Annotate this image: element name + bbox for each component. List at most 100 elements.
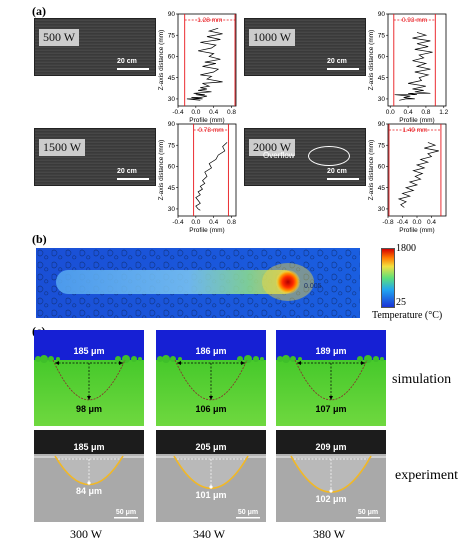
scale-label: 20 cm <box>117 168 137 175</box>
simulated-depth-label: 106 μm <box>195 404 226 414</box>
x-tick-label: 0.4 <box>209 109 218 116</box>
profile-line <box>186 27 223 101</box>
scale-label: 50 μm <box>358 509 378 516</box>
y-tick-label: 30 <box>168 206 176 213</box>
sample-photo-2000w: 2000 W Overflow 20 cm <box>244 128 366 186</box>
x-tick-label: 0.0 <box>191 219 200 226</box>
powder-particle <box>131 356 137 362</box>
arrow-head <box>87 396 91 400</box>
plot-frame <box>177 13 237 107</box>
power-label-2000w: 2000 W <box>249 139 296 156</box>
scale-bar <box>356 517 380 519</box>
x-tick-label: 0.8 <box>421 109 430 116</box>
scale-bar <box>117 178 149 180</box>
colorbar-min-label: 25 <box>396 297 406 308</box>
profile-chart-1500w: -0.4 0.0 0.4 0.8 30 45 60 75 90 Profile (mm) Z-axi… <box>158 121 237 234</box>
arrow-head <box>209 396 213 400</box>
measured-depth-label: 102 μm <box>315 494 346 504</box>
measured-depth-label: 84 μm <box>76 486 102 496</box>
power-label-380w: 380 W <box>313 527 346 541</box>
powder-particle <box>364 355 372 363</box>
x-tick-label: 0.0 <box>386 109 395 116</box>
power-label-300w: 300 W <box>70 527 103 541</box>
experiment-tile-380w: 209 μm 102 μm 50 μm <box>276 430 386 522</box>
experiment-tile-300w: 185 μm 84 μm 50 μm <box>34 430 144 522</box>
simulation-tile-380w: 189 μm 107 μm <box>276 330 386 426</box>
y-tick-label: 90 <box>168 11 176 18</box>
bracket-label: 1.49 mm <box>402 127 427 134</box>
depth-point <box>329 489 333 493</box>
arrow-head <box>241 361 245 365</box>
measured-width-label: 185 μm <box>73 442 104 452</box>
powder-particle <box>48 356 54 362</box>
y-axis-label: Z-axis distance (mm) <box>158 30 165 91</box>
arrow-head <box>361 361 365 365</box>
mount-region <box>34 430 144 456</box>
scale-label: 20 cm <box>117 58 137 65</box>
y-tick-label: 75 <box>168 142 176 149</box>
y-tick-label: 75 <box>168 32 176 39</box>
y-tick-label: 45 <box>378 75 386 82</box>
profile-line <box>195 142 228 211</box>
depth-point <box>209 485 213 489</box>
y-tick-label: 90 <box>378 121 386 128</box>
depth-point <box>87 481 91 485</box>
mount-region <box>276 430 386 456</box>
bracket-label: 0.93 mm <box>402 17 427 24</box>
gas-region <box>156 330 266 360</box>
gas-region <box>276 330 386 360</box>
row-label-simulation: simulation <box>392 372 452 387</box>
powder-particle <box>237 356 243 362</box>
simulation-tile-340w: 186 μm 106 μm <box>156 330 266 426</box>
y-axis-label: Z-axis distance (mm) <box>368 30 375 91</box>
plot-frame <box>387 13 447 107</box>
arrow-head <box>55 361 59 365</box>
profile-line <box>397 142 439 208</box>
scale-label: 50 μm <box>116 509 136 516</box>
profile-chart-1000w: 0.0 0.4 0.8 1.2 30 45 60 75 90 Profile (mm) Z-axis… <box>368 11 449 124</box>
measured-width-label: 209 μm <box>315 442 346 452</box>
y-tick-label: 75 <box>378 142 386 149</box>
profile-line <box>394 32 433 101</box>
y-tick-label: 45 <box>168 75 176 82</box>
scale-label: 20 cm <box>327 58 347 65</box>
x-axis-label: Profile (mm) <box>399 227 434 234</box>
y-tick-label: 60 <box>168 54 176 61</box>
gas-region <box>34 330 144 360</box>
y-tick-label: 75 <box>378 32 386 39</box>
scale-bar <box>117 68 149 70</box>
powder-particle <box>157 356 163 362</box>
profile-chart-500w: -0.4 0.0 0.4 0.8 30 45 60 75 90 Profile (mm) Z-axi… <box>158 11 237 124</box>
profile-chart-2000w: -0.8 -0.4 0.0 0.4 30 45 60 75 90 Profile (mm) Z-ax… <box>368 121 447 234</box>
power-label-500w: 500 W <box>39 29 80 46</box>
y-axis-label: Z-axis distance (mm) <box>368 140 375 201</box>
plot-frame <box>177 123 237 217</box>
experiment-tile-340w: 205 μm 101 μm 50 μm <box>156 430 266 522</box>
y-tick-label: 30 <box>168 96 176 103</box>
simulated-depth-label: 107 μm <box>315 404 346 414</box>
colorbar-max-label: 1800 <box>396 243 416 254</box>
powder-particle <box>253 356 259 362</box>
y-tick-label: 45 <box>378 185 386 192</box>
powder-particle <box>162 355 170 363</box>
y-tick-label: 30 <box>378 206 386 213</box>
powder-particle <box>277 356 283 362</box>
y-tick-label: 60 <box>378 164 386 171</box>
power-label-340w: 340 W <box>193 527 226 541</box>
x-tick-label: 1.2 <box>439 109 448 116</box>
scale-bar <box>114 517 138 519</box>
powder-particle <box>122 355 130 363</box>
bracket-label: 0.78 mm <box>198 127 223 134</box>
mount-region <box>156 430 266 456</box>
x-tick-label: -0.4 <box>172 109 184 116</box>
x-tick-label: 0.4 <box>404 109 413 116</box>
simulated-width-label: 185 μm <box>73 346 104 356</box>
x-axis-label: Profile (mm) <box>399 117 434 124</box>
sample-photo-1000w: 1000 W 20 cm <box>244 18 366 76</box>
x-tick-label: 0.8 <box>227 219 236 226</box>
x-tick-label: -0.8 <box>382 219 394 226</box>
simulated-width-label: 186 μm <box>195 346 226 356</box>
row-label-experiment: experiment <box>395 468 458 483</box>
powder-particle <box>260 357 264 361</box>
powder-particle <box>380 357 384 361</box>
